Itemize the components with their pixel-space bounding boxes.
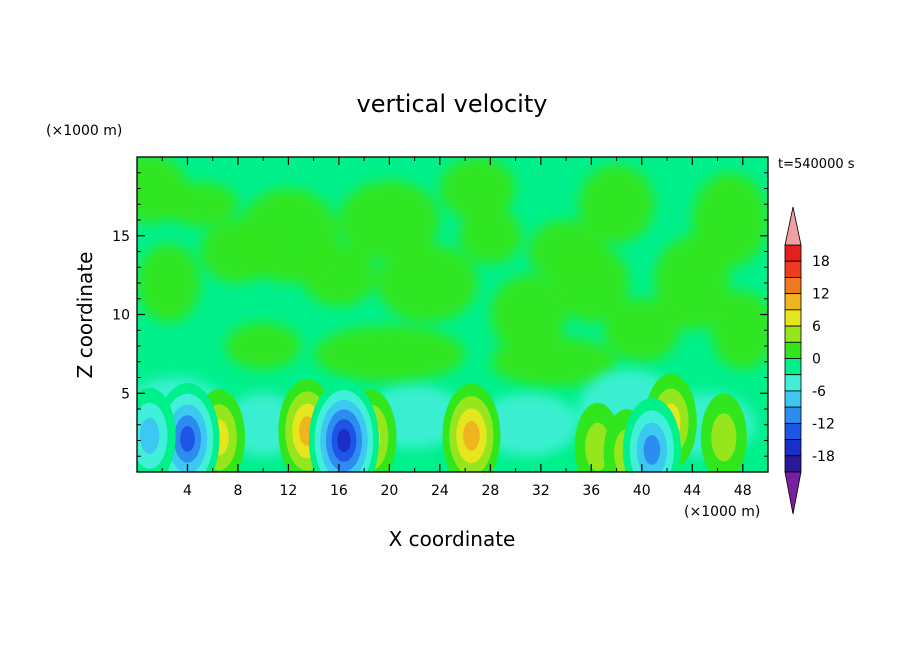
downdraft-cell-10 (308, 380, 379, 472)
x-tick-label: 28 (481, 483, 499, 499)
colorbar-tick-label: 12 (812, 287, 830, 303)
colorbar-tick-label: -12 (812, 416, 835, 432)
colorbar-tick-label: 18 (812, 254, 830, 270)
x-unit-label: (×1000 m) (684, 504, 760, 520)
downdraft-cell-11 (137, 387, 176, 472)
y-tick-label: 10 (112, 308, 130, 324)
downdraft-cell-12 (622, 397, 681, 472)
updraft-cell-4 (442, 383, 501, 472)
x-tick-label: 12 (280, 483, 298, 499)
colorbar-box (784, 325, 802, 343)
colorbar-tick-label: -6 (812, 384, 826, 400)
x-tick-label: 4 (183, 483, 192, 499)
y-axis-label: Z coordinate (73, 252, 97, 379)
colorbar-box (784, 341, 802, 359)
colorbar-box (784, 293, 802, 311)
updraft-cell-8 (700, 393, 747, 472)
weak-updraft-patches (137, 157, 768, 387)
x-tick-label: 16 (330, 483, 348, 499)
x-axis: 4 8 12 16 20 24 28 32 36 40 44 48 (161, 157, 752, 499)
colorbar-min-triangle (784, 471, 802, 515)
colorbar-tick-label: -18 (812, 449, 835, 465)
y-axis: 5 10 15 (112, 172, 768, 457)
colorbar-box (784, 244, 802, 262)
x-tick-label: 32 (532, 483, 550, 499)
x-tick-label: 20 (380, 483, 398, 499)
plot-area (137, 157, 768, 472)
x-tick-label: 36 (582, 483, 600, 499)
colorbar-box (784, 439, 802, 457)
colorbar-box (784, 309, 802, 327)
colorbar-box (784, 277, 802, 295)
y-tick-label: 5 (121, 386, 130, 402)
x-tick-label: 8 (233, 483, 242, 499)
convective-cells (137, 373, 747, 472)
colorbar-tick-label: 0 (812, 352, 821, 368)
colorbar: 18 12 6 0 -6 -12 -18 (784, 206, 835, 515)
x-axis-label: X coordinate (389, 527, 516, 551)
colorbar-box (784, 422, 802, 440)
colorbar-tick-label: 6 (812, 319, 821, 335)
y-tick-label: 15 (112, 229, 130, 245)
colorbar-box (784, 406, 802, 424)
time-label: t=540000 s (778, 157, 855, 172)
colorbar-box (784, 374, 802, 392)
x-tick-label: 48 (734, 483, 752, 499)
colorbar-box (784, 260, 802, 278)
colorbar-box (784, 455, 802, 473)
x-tick-label: 44 (683, 483, 701, 499)
x-tick-label: 40 (633, 483, 651, 499)
colorbar-box (784, 358, 802, 376)
x-tick-label: 24 (431, 483, 449, 499)
colorbar-max-triangle (784, 206, 802, 246)
y-unit-label: (×1000 m) (46, 123, 122, 139)
colorbar-box (784, 390, 802, 408)
chart-title: vertical velocity (357, 90, 548, 118)
